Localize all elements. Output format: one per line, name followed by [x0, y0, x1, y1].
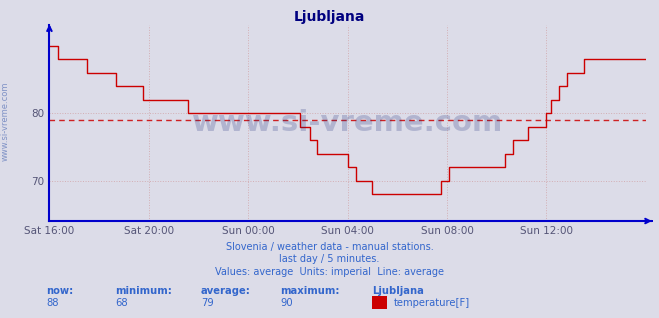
- Text: www.si-vreme.com: www.si-vreme.com: [1, 81, 10, 161]
- Text: Values: average  Units: imperial  Line: average: Values: average Units: imperial Line: av…: [215, 267, 444, 277]
- Text: www.si-vreme.com: www.si-vreme.com: [192, 109, 503, 137]
- Text: 90: 90: [280, 298, 293, 308]
- Text: last day / 5 minutes.: last day / 5 minutes.: [279, 254, 380, 264]
- Text: 79: 79: [201, 298, 214, 308]
- Text: minimum:: minimum:: [115, 286, 172, 296]
- Text: Ljubljana: Ljubljana: [294, 10, 365, 24]
- Text: now:: now:: [46, 286, 73, 296]
- Text: maximum:: maximum:: [280, 286, 339, 296]
- Text: temperature[F]: temperature[F]: [393, 298, 470, 308]
- Text: Slovenia / weather data - manual stations.: Slovenia / weather data - manual station…: [225, 242, 434, 252]
- Text: 88: 88: [46, 298, 59, 308]
- Text: 68: 68: [115, 298, 128, 308]
- Text: average:: average:: [201, 286, 251, 296]
- Text: Ljubljana: Ljubljana: [372, 286, 424, 296]
